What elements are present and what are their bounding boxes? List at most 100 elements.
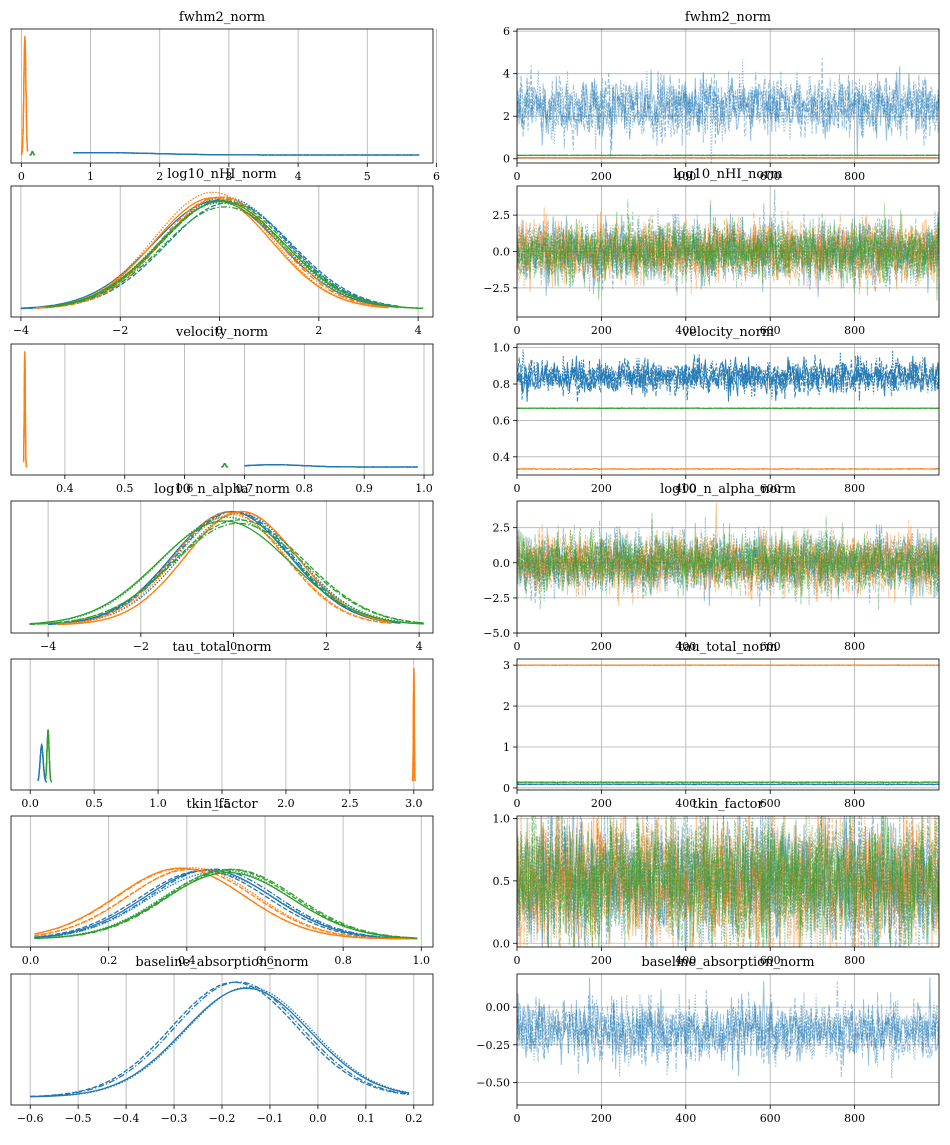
x-tick-label: 0 bbox=[216, 324, 223, 337]
x-tick-label: 0.8 bbox=[296, 482, 314, 495]
trace-chain-0-line bbox=[517, 213, 939, 298]
trace-chain-2-line bbox=[517, 816, 939, 947]
density-chain-2-curve bbox=[29, 520, 424, 625]
panel-2: log10_nHI_norm −4 −2 0 2 4 bbox=[10, 167, 434, 337]
x-tick-label: 0.4 bbox=[56, 482, 74, 495]
x-tick-label: 0 bbox=[514, 482, 521, 495]
panel-title: tau_total_norm bbox=[172, 640, 271, 655]
density-chain-1-curve bbox=[34, 867, 418, 940]
x-tick-label: 2.5 bbox=[341, 797, 359, 810]
x-tick-label: 0 bbox=[514, 324, 521, 337]
panel-title: fwhm2_norm bbox=[179, 10, 265, 25]
x-tick-label: 600 bbox=[760, 640, 781, 653]
x-tick-label: −0.4 bbox=[113, 1112, 140, 1125]
trace-chain-2-line bbox=[517, 407, 939, 410]
x-tick-label: 0.6 bbox=[176, 482, 194, 495]
trace-chain-2-line bbox=[517, 406, 939, 410]
trace-chain-1-line bbox=[517, 816, 939, 947]
density-chain-0-curve bbox=[48, 510, 401, 625]
trace-chain-1-line bbox=[517, 664, 939, 667]
axes-frame bbox=[10, 973, 434, 1106]
trace-chain-0-line bbox=[517, 57, 939, 158]
x-tick-label: 800 bbox=[844, 640, 865, 653]
x-tick-label: 2 bbox=[323, 640, 330, 653]
trace-chain-1-line bbox=[517, 215, 939, 292]
x-tick-label: 400 bbox=[675, 1112, 696, 1125]
panel-13: baseline_absorption_norm 0 200 400 600 800 −0.… bbox=[476, 955, 940, 1125]
y-tick-label: 0 bbox=[503, 782, 510, 795]
x-tick-label: 0.5 bbox=[85, 797, 103, 810]
axes-frame bbox=[10, 500, 434, 634]
density-chain-0-curve bbox=[244, 464, 418, 468]
x-tick-label: 800 bbox=[844, 170, 865, 183]
y-tick-label: 0.0 bbox=[493, 557, 511, 570]
x-tick-label: 400 bbox=[675, 797, 696, 810]
trace-chain-2-line bbox=[517, 199, 939, 286]
density-chain-1-curve bbox=[20, 40, 29, 156]
x-tick-label: 0.8 bbox=[334, 954, 352, 967]
x-tick-label: 2.0 bbox=[277, 797, 295, 810]
density-chain-2-curve bbox=[221, 463, 229, 468]
x-tick-label: 400 bbox=[675, 482, 696, 495]
trace-chain-1-line bbox=[517, 467, 939, 470]
y-tick-label: 0.0 bbox=[493, 246, 511, 259]
axes-frame bbox=[516, 185, 940, 318]
density-chain-1-curve bbox=[57, 511, 392, 626]
x-tick-label: 0.2 bbox=[100, 954, 118, 967]
x-tick-label: 200 bbox=[591, 640, 612, 653]
x-tick-label: −0.3 bbox=[161, 1112, 188, 1125]
density-chain-2-curve bbox=[44, 728, 53, 783]
trace-chain-2-line bbox=[517, 522, 939, 600]
axes-frame bbox=[10, 185, 434, 318]
density-chain-2-curve bbox=[29, 522, 424, 625]
trace-chain-0-line bbox=[517, 71, 939, 151]
x-tick-label: 0.2 bbox=[405, 1112, 423, 1125]
trace-chain-0-line bbox=[517, 354, 939, 403]
density-chain-0-curve bbox=[34, 869, 418, 940]
x-tick-label: 0 bbox=[18, 170, 25, 183]
x-tick-label: −0.6 bbox=[17, 1112, 44, 1125]
panel-3: log10_nHI_norm 0 200 400 600 800 −2.5 0.0 2.5 bbox=[483, 167, 940, 337]
panel-title: velocity_norm bbox=[175, 325, 268, 340]
trace-chain-0-line bbox=[517, 59, 939, 163]
x-tick-label: 0.9 bbox=[355, 482, 373, 495]
trace-chain-0-line bbox=[517, 189, 939, 296]
trace-chain-0-line bbox=[517, 977, 939, 1077]
density-chain-0-curve bbox=[30, 981, 410, 1098]
density-chain-0-curve bbox=[20, 202, 399, 310]
trace-chain-0-line bbox=[517, 992, 939, 1078]
y-tick-label: 0.4 bbox=[493, 451, 511, 464]
trace-chain-2-line bbox=[517, 816, 939, 947]
x-tick-label: 200 bbox=[591, 797, 612, 810]
trace-chain-1-line bbox=[517, 217, 939, 295]
x-tick-label: 0.0 bbox=[309, 1112, 327, 1125]
x-tick-label: 2 bbox=[156, 170, 163, 183]
trace-chain-2-line bbox=[517, 154, 939, 157]
density-chain-1-curve bbox=[57, 513, 392, 625]
x-tick-label: 600 bbox=[760, 1112, 781, 1125]
x-tick-label: 0.7 bbox=[236, 482, 254, 495]
panel-title: log10_nHI_norm bbox=[673, 167, 782, 182]
x-tick-label: 400 bbox=[675, 170, 696, 183]
x-tick-label: −0.5 bbox=[65, 1112, 92, 1125]
trace-chain-1-line bbox=[517, 502, 939, 606]
density-chain-1-curve bbox=[35, 191, 389, 309]
density-chain-1-curve bbox=[57, 511, 392, 625]
x-tick-label: 3 bbox=[225, 170, 232, 183]
density-chain-0-curve bbox=[30, 986, 410, 1098]
panel-1: fwhm2_norm 0 200 400 600 800 0 2 4 6 bbox=[503, 10, 940, 183]
y-tick-label: 0.0 bbox=[493, 937, 511, 950]
trace-chain-2-line bbox=[517, 780, 939, 784]
y-tick-label: −2.5 bbox=[483, 592, 510, 605]
density-chain-0-curve bbox=[20, 198, 399, 310]
density-chain-0-curve bbox=[34, 868, 418, 940]
density-chain-0-curve bbox=[34, 872, 418, 940]
density-chain-0-curve bbox=[30, 981, 410, 1098]
x-tick-label: 0 bbox=[514, 954, 521, 967]
density-chain-2-curve bbox=[34, 868, 418, 940]
panel-title: tkin_factor bbox=[692, 797, 764, 812]
x-tick-label: 200 bbox=[591, 324, 612, 337]
density-chain-2-curve bbox=[45, 199, 424, 309]
density-chain-2-curve bbox=[45, 206, 424, 309]
